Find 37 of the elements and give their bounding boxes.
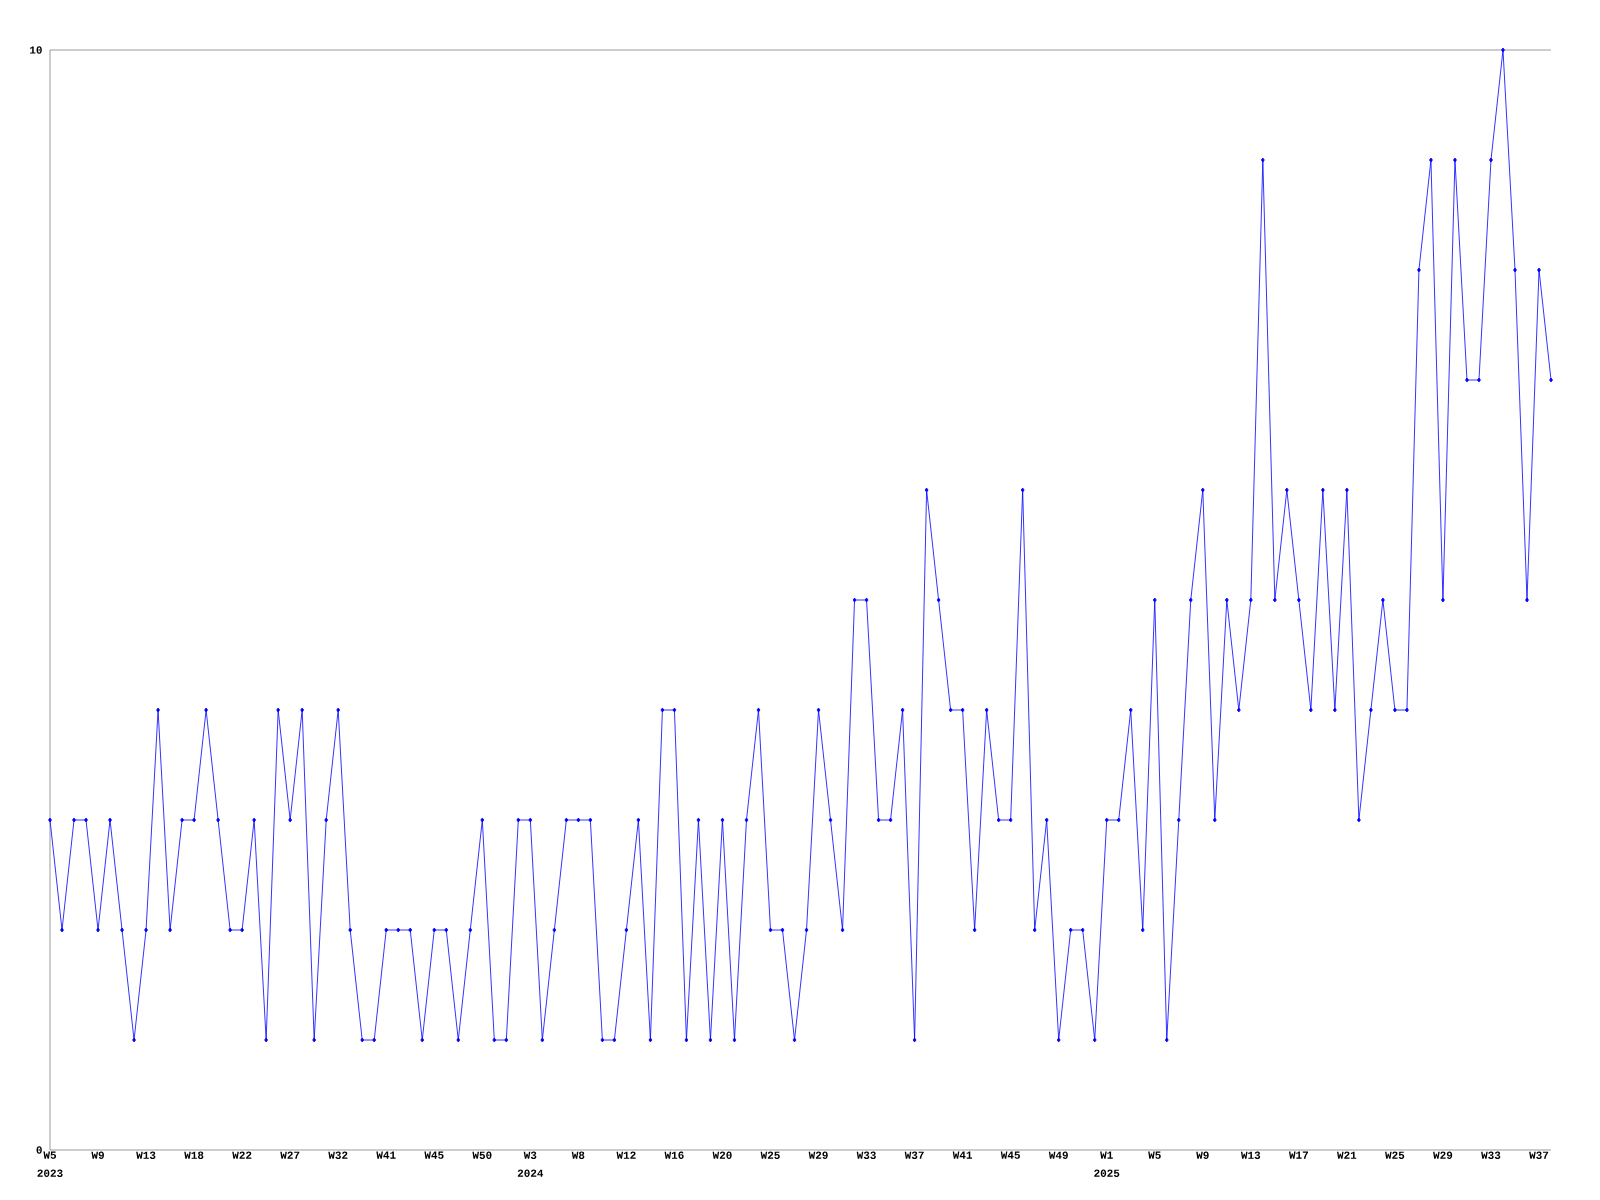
x-tick-label: W13 <box>1240 1151 1261 1159</box>
x-tick-label: W49 <box>1048 1151 1068 1159</box>
x-tick-label: W1 <box>1100 1151 1113 1159</box>
y-tick-label: 10 <box>30 46 42 54</box>
text: 2024 <box>517 1169 544 1177</box>
x-tick-label: W22 <box>232 1151 252 1159</box>
x-tick-label: W37 <box>904 1151 924 1159</box>
x-tick-label: W16 <box>664 1151 684 1159</box>
text: 2023 <box>37 1169 63 1177</box>
x-tick-label: W25 <box>1385 1151 1405 1159</box>
x-tick-label: W20 <box>712 1151 732 1159</box>
x-tick-label: W29 <box>1433 1151 1453 1159</box>
x-tick-label: W21 <box>1337 1151 1357 1159</box>
x-tick-label: W5 <box>1148 1151 1161 1159</box>
text: 2025 <box>1094 1169 1120 1177</box>
x-tick-label: W27 <box>280 1151 300 1159</box>
x-tick-label: W33 <box>856 1151 876 1159</box>
x-tick-label: W8 <box>571 1151 585 1159</box>
x-tick-label: W37 <box>1529 1151 1549 1159</box>
x-tick-label: W3 <box>523 1151 537 1159</box>
y-tick-label: 0 <box>36 1146 42 1154</box>
x-tick-label: W5 <box>43 1151 56 1159</box>
x-tick-label: W41 <box>952 1151 973 1159</box>
x-tick-label: W50 <box>472 1151 492 1159</box>
x-tick-label: W17 <box>1288 1151 1308 1159</box>
x-tick-label: W9 <box>91 1151 104 1159</box>
x-tick-label: W12 <box>616 1151 636 1159</box>
x-tick-label: W45 <box>424 1151 444 1159</box>
x-tick-label: W29 <box>808 1151 828 1159</box>
x-tick-label: W45 <box>1000 1151 1020 1159</box>
x-tick-label: W9 <box>1196 1151 1209 1159</box>
x-tick-label: W13 <box>136 1151 156 1159</box>
x-tick-label: W41 <box>376 1151 396 1159</box>
x-tick-label: W18 <box>184 1151 204 1159</box>
x-tick-label: W25 <box>760 1151 780 1159</box>
x-tick-label: W33 <box>1481 1151 1501 1159</box>
x-tick-label: W32 <box>328 1151 348 1159</box>
